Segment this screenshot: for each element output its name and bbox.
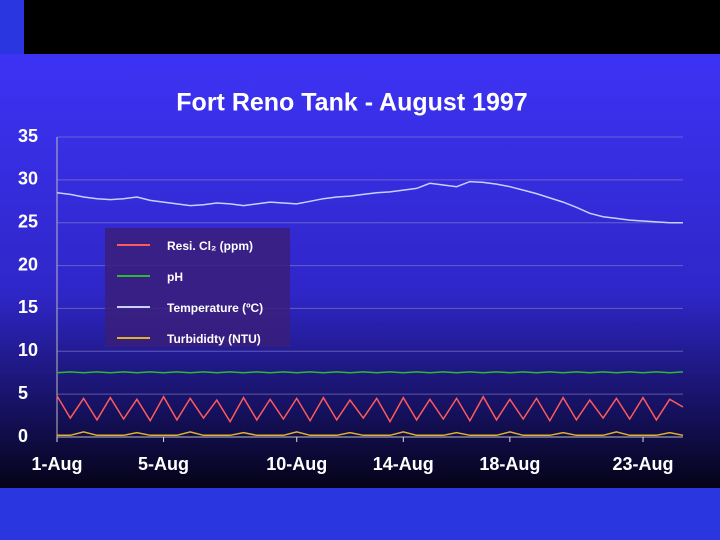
x-tick-label: 1-Aug bbox=[32, 454, 83, 474]
x-tick-label: 5-Aug bbox=[138, 454, 189, 474]
y-tick-label: 5 bbox=[18, 383, 28, 403]
y-tick-label: 20 bbox=[18, 254, 38, 274]
x-tick-label: 18-Aug bbox=[479, 454, 540, 474]
corner-strip bbox=[0, 0, 24, 54]
series-line bbox=[57, 431, 684, 437]
x-tick-label: 10-Aug bbox=[266, 454, 327, 474]
legend-label: pH bbox=[167, 270, 183, 284]
chart-title: Fort Reno Tank - August 1997 bbox=[176, 89, 527, 117]
legend-label: Turbididty (NTU) bbox=[167, 332, 261, 346]
y-tick-label: 15 bbox=[18, 297, 38, 317]
x-tick-label: 23-Aug bbox=[613, 454, 674, 474]
plot-area: 0 5 10 15 20 25 30 35 1-Aug 5-Aug 10-Aug 14-Aug 18-A… bbox=[18, 126, 684, 474]
legend-label: Temperature (ºC) bbox=[167, 301, 263, 315]
series-line bbox=[56, 371, 684, 374]
legend-label: Resi. Cl₂ (ppm) bbox=[167, 239, 253, 253]
bottom-strip bbox=[0, 488, 720, 540]
x-tick-label: 14-Aug bbox=[373, 454, 434, 474]
y-tick-label: 10 bbox=[18, 340, 38, 360]
legend-box bbox=[105, 228, 290, 347]
y-tick-label: 0 bbox=[18, 426, 28, 446]
series-line bbox=[56, 395, 684, 424]
legend: Resi. Cl₂ (ppm) pH Temperature (ºC) Turbidi… bbox=[117, 239, 263, 346]
y-tick-label: 35 bbox=[18, 126, 38, 146]
y-tick-label: 25 bbox=[18, 211, 38, 231]
y-tick-label: 30 bbox=[18, 169, 38, 189]
series-line bbox=[56, 180, 683, 224]
